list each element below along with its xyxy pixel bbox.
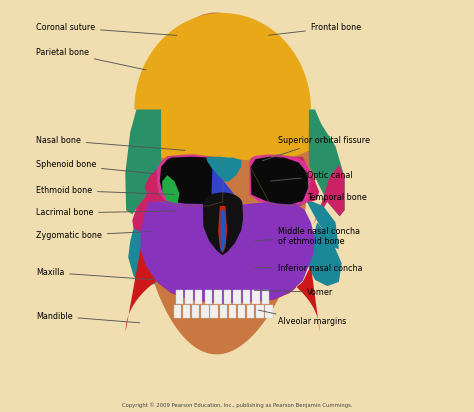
Polygon shape — [162, 175, 180, 204]
Polygon shape — [253, 290, 260, 304]
Text: Middle nasal concha
of ethmoid bone: Middle nasal concha of ethmoid bone — [254, 227, 360, 246]
Text: Coronal suture: Coronal suture — [36, 23, 177, 35]
Polygon shape — [247, 304, 255, 318]
Polygon shape — [132, 165, 161, 235]
Polygon shape — [243, 290, 250, 304]
Polygon shape — [195, 290, 202, 304]
Text: Maxilla: Maxilla — [36, 268, 154, 280]
Text: Vomer: Vomer — [254, 288, 333, 297]
Polygon shape — [201, 304, 209, 318]
Polygon shape — [134, 13, 311, 162]
Polygon shape — [265, 304, 273, 318]
Polygon shape — [262, 290, 269, 304]
Polygon shape — [174, 304, 181, 318]
Polygon shape — [157, 154, 225, 207]
Polygon shape — [145, 157, 171, 202]
Polygon shape — [220, 210, 226, 251]
Polygon shape — [192, 304, 200, 318]
Text: Optic canal: Optic canal — [271, 171, 353, 181]
Polygon shape — [206, 157, 241, 181]
Polygon shape — [205, 290, 212, 304]
Polygon shape — [130, 12, 315, 354]
Polygon shape — [256, 304, 264, 318]
Text: Zygomatic bone: Zygomatic bone — [36, 231, 150, 240]
Text: Sphenoid bone: Sphenoid bone — [36, 160, 154, 174]
Text: Parietal bone: Parietal bone — [36, 47, 146, 70]
Polygon shape — [286, 157, 319, 202]
Polygon shape — [183, 304, 191, 318]
Polygon shape — [307, 222, 342, 286]
Polygon shape — [126, 249, 319, 331]
Text: Copyright © 2009 Pearson Education, Inc., publishing as Pearson Benjamin Cumming: Copyright © 2009 Pearson Education, Inc.… — [122, 403, 352, 408]
Polygon shape — [249, 154, 311, 207]
Text: Superior orbital fissure: Superior orbital fissure — [262, 136, 370, 161]
Text: Lacrimal bone: Lacrimal bone — [36, 208, 175, 218]
Text: Ethmoid bone: Ethmoid bone — [36, 186, 175, 195]
Polygon shape — [251, 157, 309, 204]
Text: Frontal bone: Frontal bone — [268, 23, 361, 35]
Polygon shape — [203, 192, 243, 255]
Text: Alveolar margins: Alveolar margins — [258, 310, 346, 326]
Polygon shape — [233, 290, 241, 304]
Polygon shape — [238, 304, 245, 318]
Polygon shape — [140, 201, 315, 304]
Text: Inferior nasal concha: Inferior nasal concha — [254, 264, 363, 273]
Text: Nasal bone: Nasal bone — [36, 136, 185, 150]
Polygon shape — [210, 304, 218, 318]
Polygon shape — [214, 290, 221, 304]
Polygon shape — [128, 241, 159, 286]
Polygon shape — [130, 202, 171, 258]
Polygon shape — [309, 110, 345, 216]
Text: Temporal bone: Temporal bone — [299, 193, 366, 206]
Text: Mandible: Mandible — [36, 311, 140, 323]
Polygon shape — [218, 206, 227, 253]
Polygon shape — [313, 165, 345, 225]
Polygon shape — [303, 202, 339, 249]
Polygon shape — [176, 290, 183, 304]
Polygon shape — [211, 169, 237, 227]
Polygon shape — [219, 304, 227, 318]
Polygon shape — [160, 157, 223, 204]
Polygon shape — [185, 290, 193, 304]
Polygon shape — [125, 110, 161, 214]
Polygon shape — [224, 290, 231, 304]
Polygon shape — [229, 304, 236, 318]
